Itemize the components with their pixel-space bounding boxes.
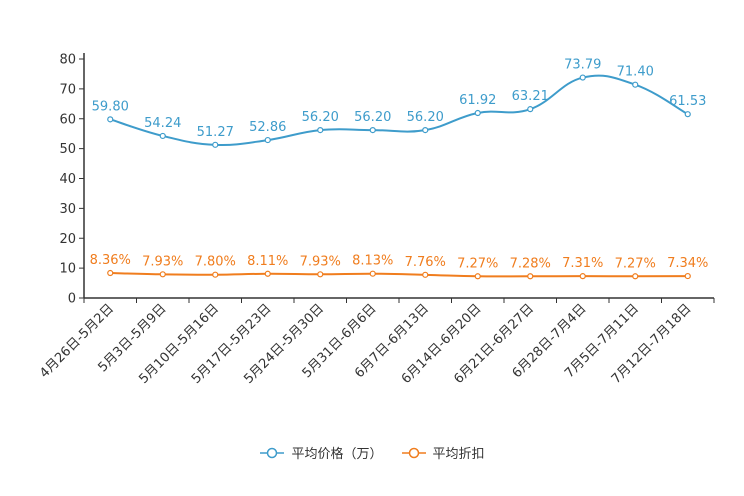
- data-label: 8.11%: [247, 254, 288, 269]
- y-axis: 0 10 20 30 40 50 60 70 80: [59, 53, 85, 307]
- data-point[interactable]: [159, 271, 166, 278]
- data-label: 63.21: [512, 89, 549, 104]
- data-point[interactable]: [527, 106, 534, 113]
- data-point[interactable]: [632, 273, 639, 280]
- data-point[interactable]: [212, 271, 219, 278]
- data-point[interactable]: [317, 127, 324, 134]
- data-point[interactable]: [264, 270, 271, 277]
- data-point[interactable]: [684, 272, 691, 280]
- data-label: 7.93%: [300, 254, 341, 269]
- y-tick-label: 50: [59, 142, 76, 157]
- data-label: 7.27%: [615, 256, 656, 271]
- data-point[interactable]: [579, 273, 586, 280]
- data-label: 7.27%: [457, 256, 498, 271]
- data-label: 56.20: [354, 110, 391, 125]
- series-layer: 59.80 54.24 51.27 52.86 56.20 56.20 56.20 61.92…: [90, 58, 708, 280]
- data-label: 56.20: [302, 110, 339, 125]
- data-point[interactable]: [527, 273, 534, 280]
- data-label: 56.20: [407, 110, 444, 125]
- data-point[interactable]: [212, 141, 219, 148]
- data-point[interactable]: [107, 269, 114, 277]
- legend-discount-label: 平均折扣: [432, 447, 485, 462]
- legend-price-label: 平均价格（万）: [291, 447, 383, 462]
- legend-item-discount[interactable]: 平均折扣: [401, 443, 485, 462]
- y-tick-label: 0: [68, 292, 76, 307]
- data-label: 51.27: [197, 125, 234, 140]
- data-label: 8.13%: [352, 254, 393, 269]
- data-label: 8.36%: [90, 253, 131, 268]
- data-point[interactable]: [474, 273, 481, 280]
- legend-discount-marker-icon: [401, 447, 426, 458]
- data-label: 61.92: [459, 93, 496, 108]
- y-tick-label: 30: [59, 202, 76, 217]
- data-label: 7.80%: [195, 255, 236, 270]
- data-point[interactable]: [264, 136, 271, 144]
- legend-price-marker-icon: [260, 447, 285, 458]
- data-label: 7.31%: [562, 256, 603, 271]
- data-point[interactable]: [369, 270, 376, 277]
- data-point[interactable]: [369, 127, 376, 134]
- data-point[interactable]: [632, 81, 639, 88]
- y-tick-label: 10: [59, 262, 76, 277]
- series-line: [110, 272, 688, 278]
- y-tick-label: 20: [59, 232, 76, 247]
- data-label: 7.34%: [667, 256, 708, 271]
- data-label: 7.28%: [510, 256, 551, 271]
- data-label: 61.53: [669, 94, 706, 109]
- data-point[interactable]: [317, 271, 324, 278]
- series-0: 59.80 54.24 51.27 52.86 56.20 56.20 56.20 61.92…: [92, 58, 706, 148]
- legend: 平均价格（万） 平均折扣: [0, 443, 744, 462]
- data-point[interactable]: [474, 109, 481, 117]
- series-1: 8.36% 7.93% 7.80% 8.11% 7.93% 8.13% 7.76% 7.27%…: [90, 253, 708, 280]
- data-point[interactable]: [684, 111, 691, 118]
- data-label: 59.80: [92, 99, 129, 114]
- y-tick-label: 70: [59, 82, 76, 97]
- data-label: 71.40: [617, 65, 654, 80]
- data-point[interactable]: [422, 127, 429, 134]
- y-tick-label: 40: [59, 172, 76, 187]
- series-line: [109, 74, 689, 146]
- data-label: 52.86: [249, 120, 286, 135]
- data-point[interactable]: [159, 132, 166, 140]
- data-label: 7.76%: [405, 255, 446, 270]
- legend-item-price[interactable]: 平均价格（万）: [259, 443, 383, 462]
- data-label: 7.93%: [142, 254, 183, 269]
- data-point[interactable]: [422, 271, 429, 278]
- data-label: 54.24: [144, 116, 181, 131]
- data-label: 73.79: [564, 58, 601, 73]
- data-point[interactable]: [579, 74, 586, 81]
- line-chart: 0 10 20 30 40 50 60 70 80 4月26日-5月2日5月3日-5月9日5月1…: [37, 53, 715, 387]
- x-axis: 4月26日-5月2日5月3日-5月9日5月10日-5月16日5月17日-5月23…: [37, 297, 715, 387]
- data-point[interactable]: [107, 116, 114, 123]
- y-tick-label: 60: [59, 112, 76, 127]
- y-tick-label: 80: [59, 53, 76, 68]
